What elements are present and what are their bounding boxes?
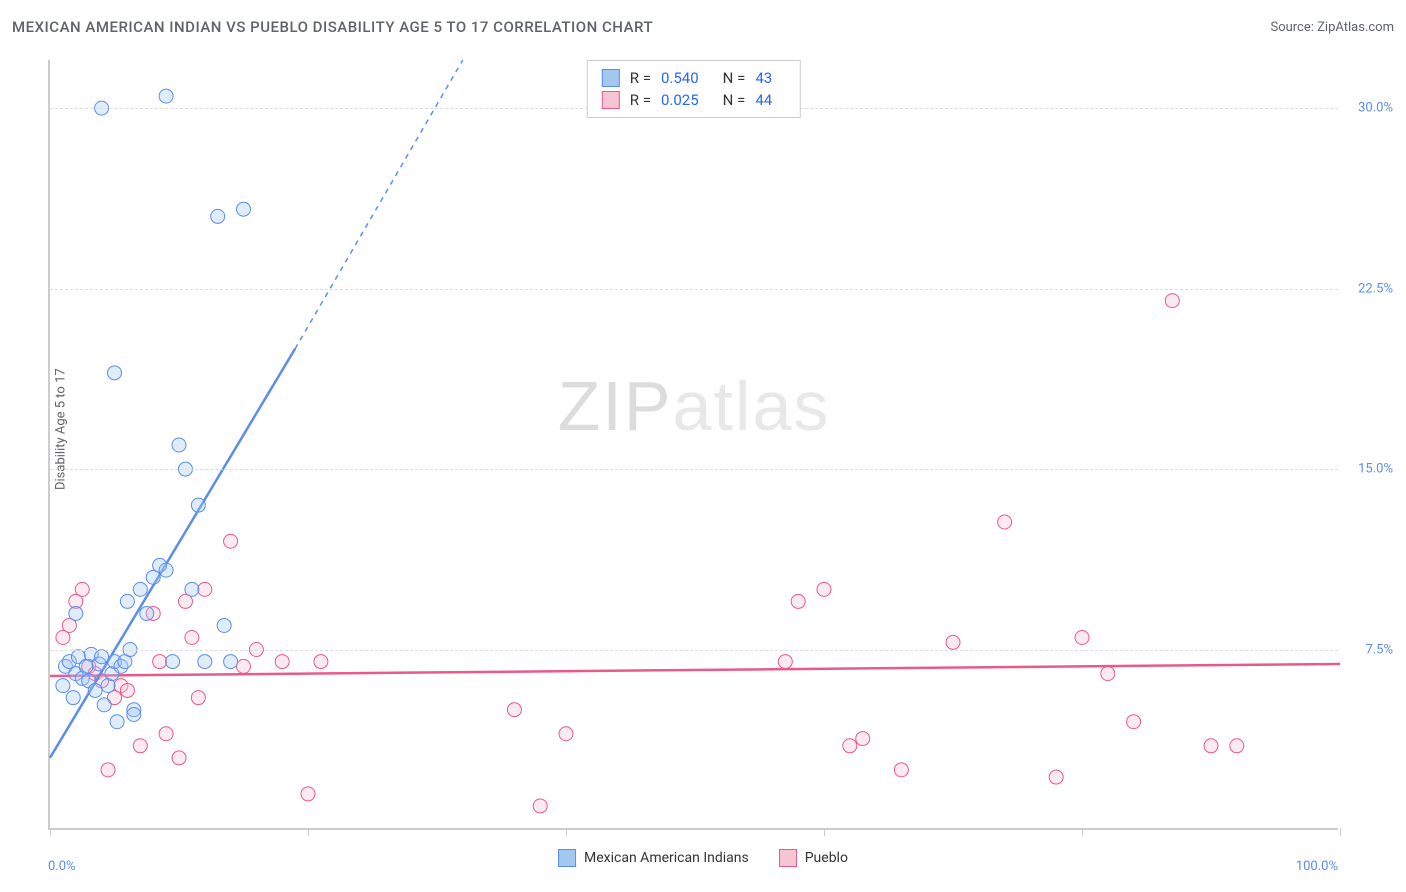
gridline: [50, 289, 1338, 290]
swatch-series-2-b: [779, 849, 797, 867]
source-label: Source: ZipAtlas.com: [1270, 20, 1394, 35]
legend-row-series-2: R = 0.025 N = 44: [602, 89, 786, 111]
swatch-series-1-b: [558, 849, 576, 867]
gridline: [50, 469, 1338, 470]
y-tick-label: 15.0%: [1358, 462, 1393, 477]
swatch-series-2: [602, 91, 620, 109]
y-tick-label: 7.5%: [1365, 642, 1393, 657]
x-tick: [1340, 828, 1341, 836]
correlation-legend: R = 0.540 N = 43 R = 0.025 N = 44: [587, 60, 801, 118]
chart-title: MEXICAN AMERICAN INDIAN VS PUEBLO DISABI…: [12, 18, 653, 36]
series-legend: Mexican American Indians Pueblo: [558, 849, 848, 867]
gridline: [50, 650, 1338, 651]
x-tick: [50, 828, 51, 836]
swatch-series-1: [602, 69, 620, 87]
x-max-label: 100.0%: [1296, 859, 1338, 874]
legend-row-series-1: R = 0.540 N = 43: [602, 67, 786, 89]
y-tick-label: 30.0%: [1358, 101, 1393, 116]
x-tick: [308, 828, 309, 836]
x-tick: [566, 828, 567, 836]
plot-svg: [50, 60, 1338, 828]
x-tick: [824, 828, 825, 836]
legend-item-series-2: Pueblo: [779, 849, 848, 867]
x-min-label: 0.0%: [48, 859, 76, 874]
legend-item-series-1: Mexican American Indians: [558, 849, 749, 867]
y-tick-label: 22.5%: [1358, 281, 1393, 296]
plot-area: ZIPatlas R = 0.540 N = 43 R = 0.025 N = …: [48, 60, 1338, 830]
x-tick: [1082, 828, 1083, 836]
